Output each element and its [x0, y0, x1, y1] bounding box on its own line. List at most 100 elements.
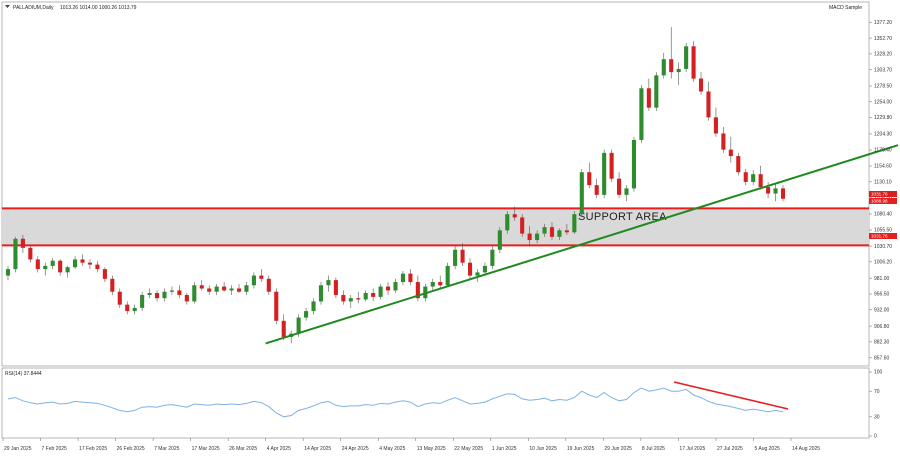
candle — [766, 181, 771, 199]
candle — [609, 149, 614, 182]
candle-body — [564, 230, 569, 233]
candle-body — [646, 88, 651, 108]
candle — [58, 259, 63, 276]
candle — [512, 206, 517, 221]
candle — [229, 285, 234, 295]
candle — [371, 288, 376, 302]
rsi-tick-label: 30 — [874, 415, 880, 421]
candle-body — [482, 265, 487, 273]
chevron-down-icon[interactable] — [5, 5, 10, 8]
candle-body — [736, 156, 741, 173]
candle-body — [229, 288, 234, 291]
candle — [266, 275, 271, 295]
candle — [169, 286, 174, 295]
price-tick-label: 906.80 — [874, 324, 890, 330]
candle-body — [728, 149, 733, 157]
candle-body — [311, 301, 316, 312]
candle-body — [348, 298, 353, 302]
candle — [646, 78, 651, 111]
candle-body — [274, 291, 279, 321]
candle-body — [572, 214, 577, 233]
candle-body — [467, 262, 473, 276]
price-tick-label: 1154.60 — [874, 164, 892, 170]
svg-text:1088.98: 1088.98 — [871, 199, 888, 204]
candle — [617, 172, 622, 199]
candle-body — [780, 188, 786, 199]
candle-body — [296, 317, 301, 334]
candle-body — [259, 275, 264, 279]
candle — [497, 227, 502, 253]
price-tick-label: 882.30 — [874, 340, 890, 346]
candle — [535, 230, 540, 244]
candle — [140, 291, 145, 312]
candle — [490, 246, 495, 270]
candle — [110, 275, 115, 295]
candle-body — [542, 227, 547, 234]
candle — [244, 282, 249, 295]
candle — [661, 52, 666, 79]
ohlc-readout: 1013.26 1014.00 1000.26 1013.79 — [60, 5, 137, 11]
candle-body — [497, 230, 502, 250]
price-tick-label: 956.50 — [874, 292, 890, 298]
date-axis: 29 Jan 2025 7 Feb 2025 17 Feb 2025 26 Feb 2… — [2, 438, 820, 452]
candle-body — [490, 249, 495, 266]
date-tick-label: 14 Apr 2025 — [304, 446, 331, 452]
price-tick-label: 1030.70 — [874, 244, 892, 250]
price-tag-upper: 1088.98 — [869, 198, 897, 204]
rsi-tick-label: 0 — [874, 434, 877, 440]
candle — [453, 246, 458, 270]
candle-body — [326, 280, 331, 286]
candle — [527, 225, 532, 247]
candle-body — [222, 286, 227, 291]
candle — [691, 41, 696, 82]
candle — [639, 85, 644, 144]
date-tick-label: 19 Jun 2025 — [567, 446, 595, 452]
candle-body — [236, 288, 242, 292]
candle-body — [617, 178, 622, 195]
candle-body — [535, 233, 540, 241]
candle — [50, 258, 55, 270]
rsi-tick-label: 70 — [874, 389, 880, 395]
candle-body — [125, 304, 130, 312]
candle-body — [214, 286, 219, 292]
candle-body — [363, 293, 368, 300]
candle — [751, 170, 756, 186]
candle-body — [669, 59, 674, 73]
candle-body — [65, 267, 70, 273]
candle-body — [13, 238, 18, 270]
candle — [415, 275, 420, 302]
candle-body — [110, 278, 115, 292]
date-tick-label: 7 Feb 2025 — [42, 446, 68, 452]
candle-body — [706, 91, 711, 118]
candle — [482, 262, 487, 276]
candle-body — [50, 260, 55, 266]
price-tick-label: 857.60 — [874, 356, 890, 362]
ascending-trendline — [265, 144, 899, 345]
candle — [408, 269, 413, 286]
candle — [207, 285, 212, 295]
candle — [311, 298, 316, 315]
candle-body — [73, 259, 78, 268]
candle — [602, 149, 607, 199]
candle-body — [43, 265, 48, 270]
candle-body — [385, 286, 391, 291]
candle-body — [766, 187, 771, 194]
date-tick-label: 4 Apr 2025 — [267, 446, 291, 452]
candle — [669, 26, 674, 79]
date-tick-label: 7 Mar 2025 — [154, 446, 180, 452]
candle-body — [520, 217, 525, 234]
candle — [564, 223, 569, 235]
candle-body — [475, 272, 480, 276]
candle — [438, 275, 443, 289]
candle-body — [393, 282, 398, 291]
candle — [758, 165, 763, 190]
support-area-label: SUPPORT AREA — [578, 211, 667, 223]
main-chart-frame — [1, 1, 870, 367]
candle — [780, 185, 786, 202]
rsi-tick-label: 100 — [874, 370, 883, 376]
candle-body — [333, 280, 338, 295]
candle — [631, 136, 637, 192]
candle — [557, 228, 562, 241]
candle-body — [5, 269, 11, 276]
